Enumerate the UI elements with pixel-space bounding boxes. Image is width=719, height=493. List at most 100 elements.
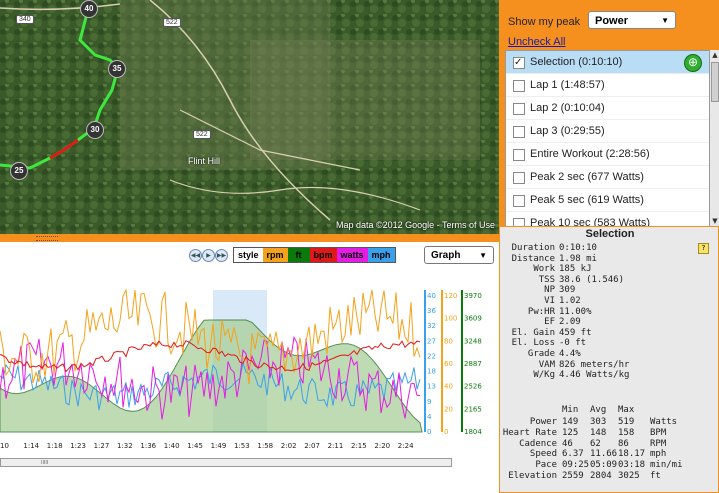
help-icon[interactable]: ?: [698, 243, 709, 254]
range-checkbox[interactable]: [513, 149, 525, 161]
stat-min: 125: [562, 427, 579, 438]
stat-unit: ft: [650, 471, 661, 481]
chart-horizontal-scrollbar[interactable]: IIIII: [0, 458, 452, 467]
series-legend: style rpm ft bpm watts mph: [233, 247, 396, 263]
stat-value: 185 kJ: [559, 264, 592, 275]
stat-table-label: Speed: [529, 449, 557, 460]
stat-value: 309: [559, 285, 576, 296]
legend-bpm[interactable]: bpm: [309, 248, 337, 262]
range-list-item[interactable]: Peak 10 sec (583 Watts): [506, 212, 710, 227]
map-terrain: [0, 0, 499, 234]
peak-metric-value: Power: [595, 15, 629, 27]
range-label: Entire Workout (2:28:56): [530, 148, 650, 160]
stat-min: 46: [562, 438, 573, 449]
x-tick-label: 1:23: [70, 442, 86, 450]
axis-tick-label: 2165: [464, 405, 482, 413]
axis-tick-label: 2526: [464, 383, 482, 391]
legend-watts[interactable]: watts: [336, 248, 368, 262]
series-rpm: [0, 288, 421, 385]
map-credit[interactable]: Map data ©2012 Google - Terms of Use: [335, 220, 495, 230]
stat-max: 158: [618, 427, 635, 438]
road-shield: 340: [16, 15, 34, 24]
legend-mph[interactable]: mph: [367, 248, 395, 262]
stat-label: El. Gain: [511, 327, 555, 338]
rewind-icon[interactable]: ◀◀: [189, 249, 202, 262]
x-tick-label: 1:14: [23, 442, 39, 450]
workout-chart[interactable]: 40 36 32 27 22 18 13 9 4 0 120 100 80 60 40 20 0 3970 3609…: [0, 268, 499, 493]
selection-title: Selection: [585, 228, 635, 240]
stat-avg: 11.66: [590, 449, 618, 460]
stat-value: 4.46 Watts/kg: [559, 370, 630, 381]
x-tick-label: 1:18: [47, 442, 63, 450]
stat-table-label: Power: [529, 417, 557, 427]
range-checkbox[interactable]: [513, 195, 525, 207]
forward-icon[interactable]: ▶▶: [215, 249, 228, 262]
chart-svg[interactable]: 4036322722181394012010080604020039703609…: [0, 268, 499, 458]
legend-rpm[interactable]: rpm: [262, 248, 288, 262]
legend-style[interactable]: style: [234, 248, 263, 262]
graph-type-select[interactable]: Graph ▼: [424, 246, 494, 264]
range-label: Selection (0:10:10): [530, 56, 623, 68]
scroll-thumb[interactable]: [711, 62, 719, 102]
range-list-item[interactable]: Lap 1 (1:48:57): [506, 74, 710, 97]
map-marker[interactable]: 30: [86, 121, 104, 139]
road-shield: 522: [193, 130, 211, 139]
stat-label: El. Loss: [511, 338, 555, 349]
axis-tick-label: 0: [444, 428, 448, 436]
stat-avg: 148: [590, 427, 607, 438]
range-checkbox[interactable]: [513, 52, 525, 74]
stat-row: Duration 0:10:10: [500, 243, 597, 253]
range-list-item[interactable]: Peak 2 sec (677 Watts): [506, 166, 710, 189]
play-icon[interactable]: ▶: [202, 249, 215, 262]
stat-value: 11.00%: [559, 306, 592, 317]
range-checkbox[interactable]: [513, 218, 525, 227]
axis-tick-label: 1804: [464, 428, 482, 436]
map-marker[interactable]: 40: [80, 0, 98, 18]
range-checkbox[interactable]: [513, 126, 525, 138]
stat-label: TSS: [538, 274, 555, 285]
stat-max: 18.17: [618, 449, 646, 460]
stat-value: 1.02: [559, 296, 581, 306]
add-icon[interactable]: ⊕: [684, 54, 702, 72]
range-checkbox[interactable]: [513, 80, 525, 92]
x-tick-label: 2:02: [281, 442, 297, 450]
stat-table-header: Min: [562, 405, 579, 415]
range-list-item[interactable]: Entire Workout (2:28:56): [506, 143, 710, 166]
panel-divider[interactable]: [0, 234, 499, 242]
scroll-up-icon[interactable]: ▲: [712, 51, 718, 59]
drag-grip[interactable]: [36, 236, 58, 241]
stat-min: 2559: [562, 471, 584, 481]
map-marker[interactable]: 35: [108, 60, 126, 78]
range-checkbox[interactable]: [513, 103, 525, 115]
axis-tick-label: 32: [427, 322, 436, 330]
uncheck-all-link[interactable]: Uncheck All: [508, 36, 566, 48]
range-label: Lap 1 (1:48:57): [530, 79, 605, 91]
stat-value: 2.09: [559, 317, 581, 328]
x-tick-label: 1:49: [211, 442, 227, 450]
list-scrollbar[interactable]: ▲ ▼: [709, 50, 719, 226]
range-label: Peak 5 sec (619 Watts): [530, 194, 644, 206]
stat-row: EF 2.09: [500, 317, 581, 327]
range-list-item[interactable]: Lap 2 (0:10:04): [506, 97, 710, 120]
range-list-item[interactable]: Selection (0:10:10) ⊕: [506, 51, 710, 74]
scroll-grip[interactable]: IIIII: [41, 460, 49, 466]
map-view[interactable]: 340 522 522 40 35 30 25 Flint Hill Map d…: [0, 0, 499, 234]
road-shield: 522: [163, 18, 181, 27]
range-list-item[interactable]: Lap 3 (0:29:55): [506, 120, 710, 143]
scroll-down-icon[interactable]: ▼: [712, 217, 718, 225]
stat-max: 86: [618, 438, 629, 449]
axis-tick-label: 3609: [464, 315, 482, 323]
peak-metric-select[interactable]: Power ▼: [588, 11, 676, 29]
series-watts: [0, 335, 421, 420]
stat-max: 519: [618, 417, 635, 427]
stat-label: EF: [544, 317, 555, 328]
map-marker[interactable]: 25: [10, 162, 28, 180]
range-label: Lap 3 (0:29:55): [530, 125, 605, 137]
range-list-item[interactable]: Peak 5 sec (619 Watts): [506, 189, 710, 212]
range-checkbox[interactable]: [513, 172, 525, 184]
selection-summary: Selection ? Duration 0:10:10 Distance 1.98 …: [499, 226, 719, 493]
stat-label: W/Kg: [533, 370, 555, 381]
series-mph: [0, 362, 421, 411]
stat-row: Work 185 kJ: [500, 264, 592, 275]
legend-ft[interactable]: ft: [287, 248, 310, 262]
